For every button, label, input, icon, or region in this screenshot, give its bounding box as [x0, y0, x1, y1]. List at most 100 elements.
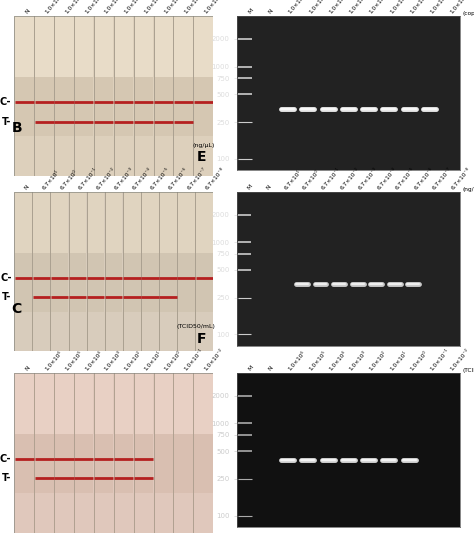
Bar: [55, 77, 73, 136]
Text: 1.0×10⁸: 1.0×10⁸: [64, 0, 83, 15]
Bar: [15, 77, 34, 136]
Text: 6.7×10⁰: 6.7×10⁰: [59, 169, 79, 191]
Text: 6.7×10⁻⁷: 6.7×10⁻⁷: [186, 167, 207, 191]
Text: C-: C-: [0, 454, 11, 464]
Bar: [154, 77, 173, 136]
Text: 1.0×10⁵: 1.0×10⁵: [124, 0, 143, 15]
Bar: [69, 192, 86, 253]
Text: C-: C-: [0, 273, 11, 283]
Bar: [141, 192, 159, 253]
Bar: [177, 192, 195, 253]
Bar: [94, 16, 113, 77]
Bar: [196, 192, 213, 253]
Bar: [69, 253, 86, 312]
Bar: [35, 16, 54, 77]
Text: 6.7×10⁻⁴: 6.7×10⁻⁴: [132, 167, 153, 191]
Bar: [123, 192, 141, 253]
Bar: [154, 434, 173, 493]
Bar: [51, 192, 68, 253]
Bar: [174, 373, 193, 434]
Text: 6.7×10⁻⁸: 6.7×10⁻⁸: [204, 167, 226, 191]
Bar: [33, 253, 50, 312]
Bar: [87, 253, 104, 312]
Text: 1.0×10⁶: 1.0×10⁶: [44, 350, 63, 372]
Text: B: B: [11, 121, 22, 135]
Bar: [55, 434, 73, 493]
Bar: [15, 434, 34, 493]
Text: (ng/μL): (ng/μL): [193, 143, 215, 148]
Text: 6.7×10⁻⁶: 6.7×10⁻⁶: [168, 167, 189, 191]
Bar: [114, 16, 133, 77]
Bar: [154, 16, 173, 77]
Text: 6.7×10⁻³: 6.7×10⁻³: [114, 167, 135, 191]
Text: F: F: [197, 332, 206, 346]
Bar: [15, 373, 34, 434]
Text: N: N: [23, 184, 30, 191]
Text: 6.7×10⁻¹: 6.7×10⁻¹: [78, 167, 99, 191]
Text: 1.0×10⁵: 1.0×10⁵: [64, 350, 83, 372]
Bar: [134, 77, 153, 136]
Bar: [94, 434, 113, 493]
Text: 6.7×10⁻²: 6.7×10⁻²: [96, 167, 117, 191]
Text: (ng/μL): (ng/μL): [462, 187, 474, 192]
Bar: [94, 77, 113, 136]
Text: T-: T-: [2, 292, 11, 302]
Text: 1.0×10⁻¹: 1.0×10⁻¹: [183, 348, 205, 372]
Bar: [134, 16, 153, 77]
Text: 1.0×10³: 1.0×10³: [104, 350, 123, 372]
Bar: [196, 253, 213, 312]
Text: (TCID50/mL): (TCID50/mL): [176, 324, 215, 329]
Bar: [141, 253, 159, 312]
Bar: [35, 434, 54, 493]
Bar: [15, 253, 32, 312]
Text: (TCID50/mL): (TCID50/mL): [462, 368, 474, 373]
Bar: [55, 373, 73, 434]
Bar: [154, 373, 173, 434]
Text: 1.0×10⁷: 1.0×10⁷: [84, 0, 103, 15]
Text: 1.0×10⁴: 1.0×10⁴: [144, 0, 163, 15]
Bar: [51, 253, 68, 312]
Text: T-: T-: [2, 116, 11, 127]
Text: E: E: [197, 150, 206, 165]
Bar: [35, 77, 54, 136]
Bar: [194, 434, 213, 493]
Text: 1.0×10¹: 1.0×10¹: [203, 0, 222, 15]
Text: 1.0×10⁴: 1.0×10⁴: [84, 350, 103, 372]
Text: 6.7×10¹: 6.7×10¹: [41, 169, 61, 191]
Text: C-: C-: [0, 97, 11, 108]
Bar: [174, 16, 193, 77]
Bar: [87, 192, 104, 253]
Text: (copies/μL): (copies/μL): [462, 12, 474, 16]
Bar: [134, 434, 153, 493]
Bar: [74, 77, 93, 136]
Text: 1.0×10²: 1.0×10²: [124, 350, 143, 372]
Bar: [114, 77, 133, 136]
Text: 1.0×10⁹: 1.0×10⁹: [44, 0, 63, 15]
Bar: [55, 16, 73, 77]
Bar: [194, 373, 213, 434]
Bar: [174, 434, 193, 493]
Text: 1.0×10³: 1.0×10³: [164, 0, 182, 15]
Bar: [194, 77, 213, 136]
Bar: [15, 192, 32, 253]
Text: 1.0×10²: 1.0×10²: [183, 0, 202, 15]
Text: 1.0×10¹: 1.0×10¹: [144, 350, 163, 372]
Bar: [105, 253, 122, 312]
Bar: [74, 373, 93, 434]
Bar: [94, 373, 113, 434]
Bar: [105, 192, 122, 253]
Bar: [159, 253, 177, 312]
Bar: [74, 434, 93, 493]
Bar: [35, 373, 54, 434]
Text: 1.0×10⁻²: 1.0×10⁻²: [203, 348, 225, 372]
Text: 1.0×10⁰: 1.0×10⁰: [164, 350, 182, 372]
Text: C: C: [11, 302, 21, 316]
Text: N: N: [24, 365, 31, 372]
Bar: [114, 373, 133, 434]
Bar: [123, 253, 141, 312]
Bar: [159, 192, 177, 253]
Bar: [177, 253, 195, 312]
Text: T-: T-: [2, 473, 11, 484]
Text: 6.7×10⁻⁵: 6.7×10⁻⁵: [150, 167, 171, 191]
Bar: [74, 16, 93, 77]
